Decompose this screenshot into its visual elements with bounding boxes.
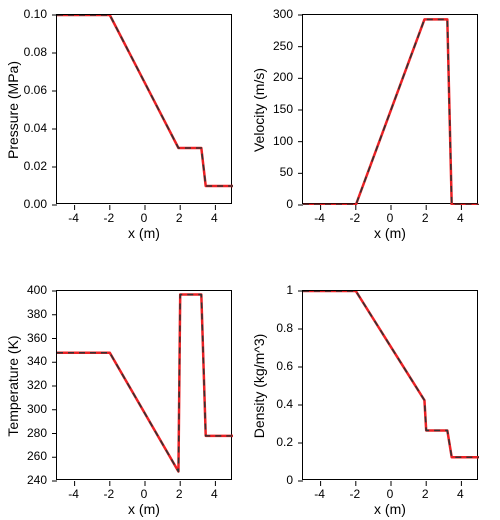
xtick-label: -4: [300, 487, 340, 501]
panel-density: -4-202400.20.40.60.81x (m)Density (kg/m^…: [0, 0, 500, 520]
xtick-label: 0: [370, 487, 410, 501]
series-density-dashed: [303, 291, 479, 457]
series-density-solid: [303, 291, 479, 457]
xtick-label: 2: [405, 487, 445, 501]
plot-area-density: [302, 290, 478, 480]
xtick-label: -2: [335, 487, 375, 501]
xlabel-density: x (m): [302, 501, 478, 517]
ylabel-density: Density (kg/m^3): [251, 291, 267, 481]
figure-2x2: -4-20240.000.020.040.060.080.10x (m)Pres…: [0, 0, 500, 520]
xtick-label: 4: [440, 487, 480, 501]
